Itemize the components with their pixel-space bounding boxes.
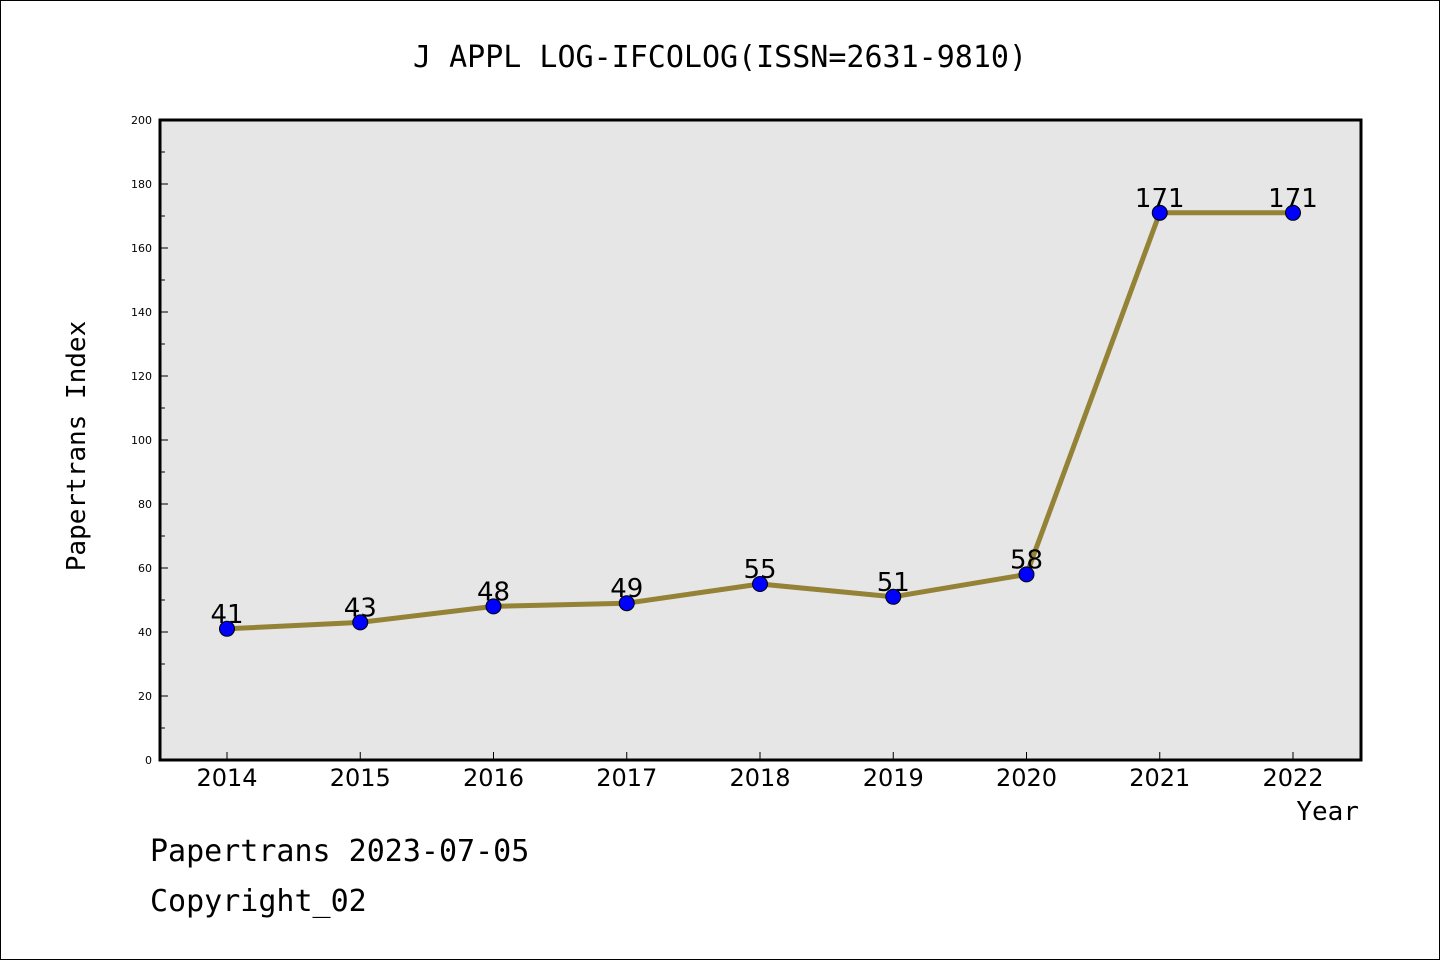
y-tick-label: 100 bbox=[131, 434, 152, 447]
x-axis: 2014 2015 2016 2017 2018 2019 2020 2021 2022 bbox=[196, 752, 1324, 792]
y-tick-label: 60 bbox=[138, 562, 152, 575]
chart-title: J APPL LOG-IFCOLOG(ISSN=2631-9810) bbox=[413, 40, 1027, 75]
footer-date: Papertrans 2023-07-05 bbox=[150, 834, 530, 869]
data-point bbox=[752, 576, 768, 592]
data-label: 55 bbox=[743, 555, 776, 585]
footer-copyright: Copyright_02 bbox=[150, 884, 367, 919]
y-axis: 0 20 40 60 80 100 120 140 160 180 200 bbox=[131, 114, 168, 767]
data-point bbox=[1018, 566, 1035, 583]
data-label: 58 bbox=[1010, 545, 1043, 575]
x-tick-label: 2016 bbox=[463, 764, 524, 792]
data-label: 49 bbox=[610, 574, 643, 604]
x-tick-label: 2015 bbox=[330, 764, 391, 792]
x-tick-label: 2019 bbox=[863, 764, 924, 792]
plot-border bbox=[158, 118, 1363, 762]
data-point bbox=[1285, 204, 1301, 221]
y-tick-label: 200 bbox=[131, 114, 152, 127]
y-tick-label: 20 bbox=[138, 690, 152, 703]
y-tick-label: 80 bbox=[138, 498, 152, 511]
y-tick-label: 0 bbox=[145, 754, 152, 767]
y-tick-label: 120 bbox=[131, 370, 152, 383]
y-tick-label: 180 bbox=[131, 178, 152, 191]
data-point bbox=[618, 595, 635, 612]
y-tick-label: 140 bbox=[131, 306, 152, 319]
data-point bbox=[219, 620, 235, 637]
data-label: 48 bbox=[477, 577, 510, 607]
x-tick-label: 2017 bbox=[596, 764, 657, 792]
data-point bbox=[485, 598, 502, 615]
data-point bbox=[885, 588, 902, 605]
x-tick-label: 2022 bbox=[1262, 764, 1323, 792]
data-label: 43 bbox=[344, 593, 377, 623]
x-tick-label: 2014 bbox=[196, 764, 257, 792]
x-axis-label: Year bbox=[1296, 797, 1359, 827]
data-label: 51 bbox=[877, 568, 910, 598]
data-label: 171 bbox=[1135, 184, 1185, 214]
data-point bbox=[1151, 204, 1168, 221]
y-axis-label: Papertrans Index bbox=[62, 321, 92, 571]
x-tick-label: 2021 bbox=[1129, 764, 1190, 792]
data-label: 171 bbox=[1268, 184, 1318, 214]
series-layer: 41 43 48 49 55 51 58 171 171 bbox=[210, 184, 1318, 637]
y-tick-label: 40 bbox=[138, 626, 152, 639]
data-point bbox=[352, 614, 369, 631]
x-tick-label: 2020 bbox=[996, 764, 1057, 792]
plot-area bbox=[160, 120, 1361, 760]
data-label: 41 bbox=[210, 600, 243, 630]
y-tick-label: 160 bbox=[131, 242, 152, 255]
x-tick-label: 2018 bbox=[729, 764, 790, 792]
